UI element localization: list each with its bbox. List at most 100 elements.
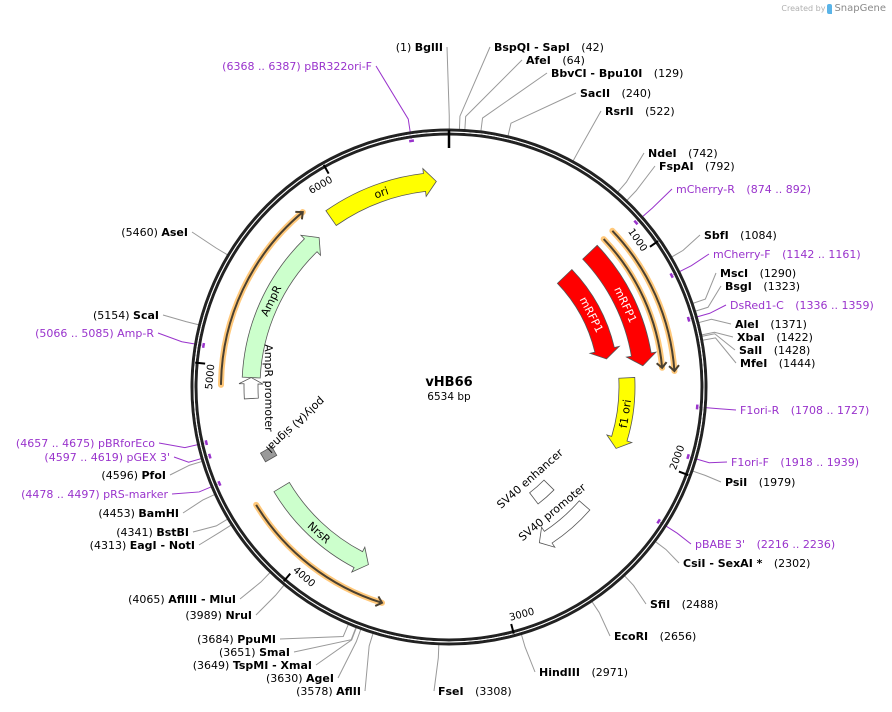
site-ndei[interactable]: NdeI (742): [648, 147, 718, 160]
site-psii[interactable]: PsiI (1979): [725, 476, 795, 489]
svg-text:BspQI - SapI (42): BspQI - SapI (42): [494, 41, 604, 54]
label-position: (6368 .. 6387): [222, 60, 304, 73]
feature-label: ori: [372, 184, 390, 201]
site-bglii[interactable]: (1) BglII: [396, 41, 443, 54]
label-position: (1290): [756, 267, 796, 280]
site-eagi-noti[interactable]: (4313) EagI - NotI: [90, 539, 195, 552]
primer-dsred1-c[interactable]: DsRed1-C (1336 .. 1359): [730, 299, 874, 312]
site-sacii[interactable]: SacII (240): [580, 87, 651, 100]
feature-f1-ori[interactable]: f1 ori: [605, 377, 636, 449]
label-name: ScaI: [133, 309, 159, 322]
site-asei[interactable]: (5460) AseI: [121, 226, 188, 239]
primer-mcherry-f[interactable]: mCherry-F (1142 .. 1161): [713, 248, 861, 261]
svg-text:(4313) EagI - NotI: (4313) EagI - NotI: [90, 539, 195, 552]
site-fspai[interactable]: FspAI (792): [659, 160, 735, 173]
site-sbfi[interactable]: SbfI (1084): [704, 229, 777, 242]
primer-mark: [669, 272, 674, 279]
label-name: BstBI: [156, 526, 189, 539]
svg-text:F1ori-F (1918 .. 1939): F1ori-F (1918 .. 1939): [731, 456, 859, 469]
site-bspqi-sapi[interactable]: BspQI - SapI (42): [494, 41, 604, 54]
primer-f1ori-r[interactable]: F1ori-R (1708 .. 1727): [740, 404, 869, 417]
label-name: pRS-marker: [103, 488, 168, 501]
feature-ampr[interactable]: AmpR: [241, 234, 321, 379]
svg-text:(4453) BamHI: (4453) BamHI: [98, 507, 179, 520]
feature-ori[interactable]: ori: [325, 167, 437, 227]
leader-line: [464, 59, 523, 131]
primer-pgex-3-[interactable]: (4597 .. 4619) pGEX 3': [44, 451, 170, 464]
label-name: NdeI: [648, 147, 677, 160]
primer-pbrforeco[interactable]: (4657 .. 4675) pBRforEco: [16, 437, 155, 450]
site-bstbi[interactable]: (4341) BstBI: [116, 526, 189, 539]
leader-line: [315, 626, 358, 666]
feature-label: f1 ori: [617, 399, 634, 429]
label-name: Amp-R: [117, 327, 154, 340]
leader-line: [162, 314, 200, 326]
site-afei[interactable]: AfeI (64): [526, 54, 585, 67]
svg-text:(5460) AseI: (5460) AseI: [121, 226, 188, 239]
primer-prs-marker[interactable]: (4478 .. 4497) pRS-marker: [21, 488, 168, 501]
label-name: mCherry-R: [676, 183, 735, 196]
site-bbvci-bpu10i[interactable]: BbvCI - Bpu10I (129): [551, 67, 683, 80]
svg-text:HindIII (2971): HindIII (2971): [539, 666, 628, 679]
site-sali[interactable]: SalI (1428): [739, 344, 810, 357]
site-afliii-mlui[interactable]: (4065) AflIII - MluI: [128, 593, 236, 606]
label-position: (5460): [121, 226, 161, 239]
svg-text:(3651) SmaI: (3651) SmaI: [219, 646, 290, 659]
leader-line: [446, 46, 450, 131]
label-name: AfeI: [526, 54, 551, 67]
site-smai[interactable]: (3651) SmaI: [219, 646, 290, 659]
leader-line: [691, 272, 717, 305]
site-scai[interactable]: (5154) ScaI: [93, 309, 159, 322]
site-fsei[interactable]: FseI (3308): [438, 685, 512, 698]
label-position: (1142 .. 1161): [779, 248, 861, 261]
label-name: SmaI: [259, 646, 290, 659]
primer-pbr322ori-f[interactable]: (6368 .. 6387) pBR322ori-F: [222, 60, 372, 73]
site-msci[interactable]: MscI (1290): [720, 267, 796, 280]
feature-label: AmpR promoter: [262, 344, 275, 432]
primer-pbabe-3-[interactable]: pBABE 3' (2216 .. 2236): [695, 538, 835, 551]
site-sfii[interactable]: SfiI (2488): [650, 598, 718, 611]
label-position: (64): [559, 54, 585, 67]
site-aflii[interactable]: (3578) AflII: [296, 685, 361, 698]
site-tspmi-xmai[interactable]: (3649) TspMI - XmaI: [193, 659, 312, 672]
site-ecori[interactable]: EcoRI (2656): [614, 630, 696, 643]
feature-ampr-promoter[interactable]: AmpR promoter: [238, 344, 275, 432]
site-alei[interactable]: AleI (1371): [735, 318, 807, 331]
label-name: pBRforEco: [98, 437, 155, 450]
label-name: PfoI: [142, 469, 167, 482]
site-labels: BspQI - SapI (42)AfeI (64)BbvCI - Bpu10I…: [16, 41, 874, 698]
label-name: PpuMI: [237, 633, 276, 646]
site-pfoi[interactable]: (4596) PfoI: [101, 469, 166, 482]
site-rsrii[interactable]: RsrII (522): [605, 105, 675, 118]
label-position: (3649): [193, 659, 233, 672]
primer-mcherry-r[interactable]: mCherry-R (874 .. 892): [676, 183, 811, 196]
tick-2000: [678, 470, 689, 476]
site-xbai[interactable]: XbaI (1422): [737, 331, 813, 344]
leader-line: [616, 152, 645, 194]
primer-amp-r[interactable]: (5066 .. 5085) Amp-R: [35, 327, 154, 340]
label-name: PsiI: [725, 476, 747, 489]
site-csii-sexai-[interactable]: CsiI - SexAI * (2302): [683, 557, 810, 570]
site-nrui[interactable]: (3989) NruI: [185, 609, 252, 622]
label-name: XbaI: [737, 331, 765, 344]
label-name: RsrII: [605, 105, 634, 118]
primer-f1ori-f[interactable]: F1ori-F (1918 .. 1939): [731, 456, 859, 469]
label-position: (4341): [116, 526, 156, 539]
site-bsgi[interactable]: BsgI (1323): [725, 280, 800, 293]
feature-mrfp1-a[interactable]: mRFP1: [582, 244, 658, 367]
leader-line: [458, 46, 491, 131]
svg-text:(6368 .. 6387) pBR322ori-F: (6368 .. 6387) pBR322ori-F: [222, 60, 372, 73]
svg-text:FspAI (792): FspAI (792): [659, 160, 735, 173]
svg-text:EcoRI (2656): EcoRI (2656): [614, 630, 696, 643]
svg-text:(3630) AgeI: (3630) AgeI: [266, 672, 334, 685]
site-bamhi[interactable]: (4453) BamHI: [98, 507, 179, 520]
site-ppumi[interactable]: (3684) PpuMI: [197, 633, 276, 646]
label-position: (129): [650, 67, 683, 80]
feature-nrsr[interactable]: NrsR: [273, 481, 369, 573]
leader-line: [572, 110, 602, 162]
svg-text:(3578) AflII: (3578) AflII: [296, 685, 361, 698]
site-agei[interactable]: (3630) AgeI: [266, 672, 334, 685]
site-mfei[interactable]: MfeI (1444): [740, 357, 815, 370]
label-position: (1084): [737, 229, 777, 242]
site-hindiii[interactable]: HindIII (2971): [539, 666, 628, 679]
